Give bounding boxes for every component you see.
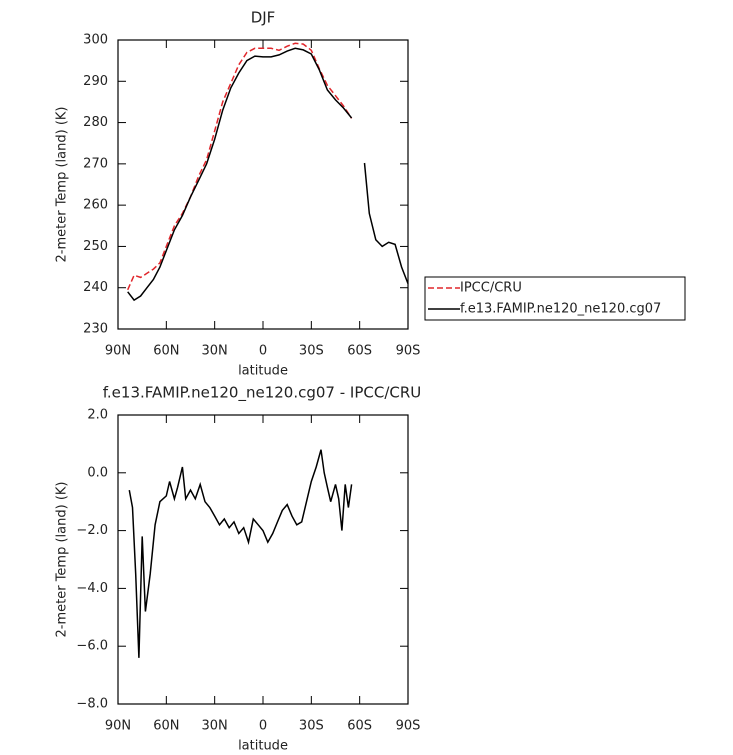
x-tick-label: 30N [202,719,228,734]
x-tick-label: 60S [347,344,372,359]
x-tick-label: 30S [299,344,324,359]
y-tick-label: 300 [83,33,108,48]
x-axis-label: latitude [238,364,288,379]
data-line [127,47,409,302]
x-tick-label: 0 [259,344,267,359]
x-tick-label: 60S [347,719,372,734]
chart-title: DJF [251,9,276,27]
x-tick-label: 30N [202,344,228,359]
x-tick-label: 90S [396,719,421,734]
data-line [128,449,353,658]
y-tick-label: 280 [83,115,108,130]
legend-label: IPCC/CRU [460,281,522,296]
x-tick-label: 60N [153,344,179,359]
x-tick-label: 30S [299,719,324,734]
legend-box [424,276,686,321]
y-tick-label: −8.0 [76,697,108,712]
y-axis-label: 2-meter Temp (land) (K) [55,107,70,263]
y-tick-label: 0.0 [87,465,108,480]
x-tick-label: 90N [105,719,131,734]
y-tick-label: 290 [83,74,108,89]
y-axis-label: 2-meter Temp (land) (K) [55,482,70,638]
chart-title: f.e13.FAMIP.ne120_ne120.cg07 - IPCC/CRU [103,384,422,403]
plot-frame [117,414,409,705]
data-line [127,42,353,291]
legend-label: f.e13.FAMIP.ne120_ne120.cg07 [460,302,661,317]
y-tick-label: −6.0 [76,639,108,654]
x-axis-label: latitude [238,739,288,754]
y-tick-label: 230 [83,322,108,337]
y-tick-label: 2.0 [87,408,108,423]
y-tick-label: 250 [83,239,108,254]
y-tick-label: −4.0 [76,581,108,596]
y-tick-label: −2.0 [76,523,108,538]
y-tick-label: 270 [83,156,108,171]
x-tick-label: 90N [105,344,131,359]
y-tick-label: 240 [83,280,108,295]
x-tick-label: 0 [259,719,267,734]
x-tick-label: 60N [153,719,179,734]
x-tick-label: 90S [396,344,421,359]
plot-frame [117,39,409,330]
y-tick-label: 260 [83,198,108,213]
